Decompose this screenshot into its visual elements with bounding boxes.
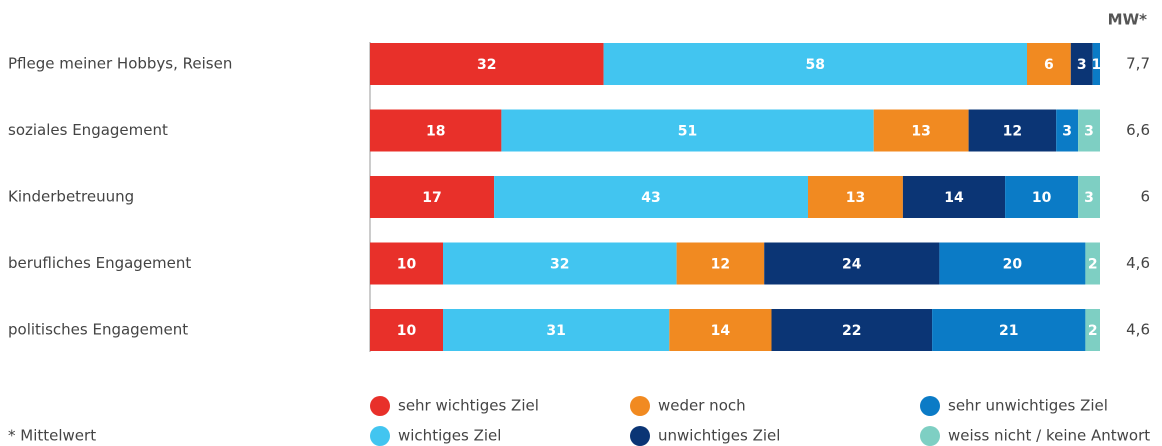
legend-swatch — [630, 396, 650, 416]
legend-label: sehr unwichtiges Ziel — [948, 397, 1108, 415]
segment-label: 12 — [711, 257, 730, 273]
bar-segment — [939, 242, 1086, 285]
segment-label: 10 — [397, 323, 417, 339]
bar-segment — [370, 176, 495, 218]
legend-label: sehr wichtiges Ziel — [398, 397, 539, 415]
bar-segment — [932, 309, 1086, 351]
bar-segment — [370, 43, 604, 85]
segment-label: 17 — [422, 190, 441, 206]
segment-label: 32 — [550, 257, 569, 273]
bar-segment — [370, 309, 443, 351]
segment-label: 10 — [397, 257, 417, 273]
bar-segment — [443, 309, 670, 351]
category-label: Kinderbetreuung — [8, 188, 134, 206]
bar-segment — [968, 109, 1057, 152]
segment-label: 3 — [1077, 57, 1087, 73]
legend-swatch — [630, 426, 650, 446]
segment-label: 2 — [1088, 257, 1098, 273]
bar-segment — [873, 109, 969, 152]
bar-segment — [771, 309, 933, 351]
segment-label: 20 — [1003, 257, 1023, 273]
bar-segment — [1078, 109, 1100, 152]
segment-label: 51 — [678, 124, 697, 140]
segment-label: 22 — [842, 323, 861, 339]
segment-label: 14 — [944, 190, 964, 206]
bar-segment — [1092, 43, 1100, 85]
segment-label: 13 — [911, 124, 930, 140]
mw-header: MW* — [1108, 11, 1147, 29]
bar-segment — [764, 242, 940, 285]
segment-label: 43 — [641, 190, 660, 206]
bar-segment — [501, 109, 874, 152]
bar-segment — [370, 242, 443, 285]
category-label: soziales Engagement — [8, 121, 168, 139]
legend-label: weiss nicht / keine Antwort — [948, 427, 1150, 445]
mw-value: 6 — [1140, 188, 1150, 206]
segment-label: 21 — [999, 323, 1018, 339]
segment-label: 18 — [426, 124, 445, 140]
category-label: berufliches Engagement — [8, 254, 191, 272]
segment-label: 10 — [1032, 190, 1052, 206]
bar-segment — [676, 242, 765, 285]
legend-label: wichtiges Ziel — [398, 427, 501, 445]
mw-value: 6,6 — [1126, 121, 1150, 139]
bar-segment — [1027, 43, 1071, 85]
segment-label: 14 — [711, 323, 731, 339]
category-label: Pflege meiner Hobbys, Reisen — [8, 55, 232, 73]
legend-swatch — [920, 426, 940, 446]
footnote: * Mittelwert — [8, 427, 96, 445]
mw-value: 4,6 — [1126, 321, 1150, 339]
segment-label: 3 — [1084, 124, 1094, 140]
segment-label: 6 — [1044, 57, 1054, 73]
segment-label: 31 — [546, 323, 565, 339]
segment-label: 58 — [806, 57, 825, 73]
legend-label: unwichtiges Ziel — [658, 427, 780, 445]
category-label: politisches Engagement — [8, 321, 188, 339]
legend-swatch — [920, 396, 940, 416]
segment-label: 12 — [1003, 124, 1022, 140]
bar-segment — [1078, 176, 1100, 218]
bar-segment — [808, 176, 903, 218]
bar-segment — [1056, 109, 1079, 152]
mw-value: 7,7 — [1126, 55, 1150, 73]
bar-segment — [494, 176, 808, 218]
segment-label: 24 — [842, 257, 862, 273]
bar-segment — [370, 109, 502, 152]
mw-value: 4,6 — [1126, 254, 1150, 272]
segment-label: 32 — [477, 57, 496, 73]
segment-label: 3 — [1084, 190, 1094, 206]
segment-label: 13 — [846, 190, 865, 206]
bar-segment — [669, 309, 772, 351]
bar-segment — [902, 176, 1006, 218]
bar-segment — [1005, 176, 1079, 218]
segment-label: 2 — [1088, 323, 1098, 339]
legend-label: weder noch — [658, 397, 746, 415]
bar-segment — [1070, 43, 1093, 85]
bar-segment — [603, 43, 1027, 85]
bar-segment — [1085, 242, 1100, 285]
legend-swatch — [370, 426, 390, 446]
bar-segment — [443, 242, 677, 285]
segment-label: 1 — [1091, 57, 1101, 73]
segment-label: 3 — [1062, 124, 1072, 140]
legend-swatch — [370, 396, 390, 416]
bar-segment — [1085, 309, 1100, 351]
